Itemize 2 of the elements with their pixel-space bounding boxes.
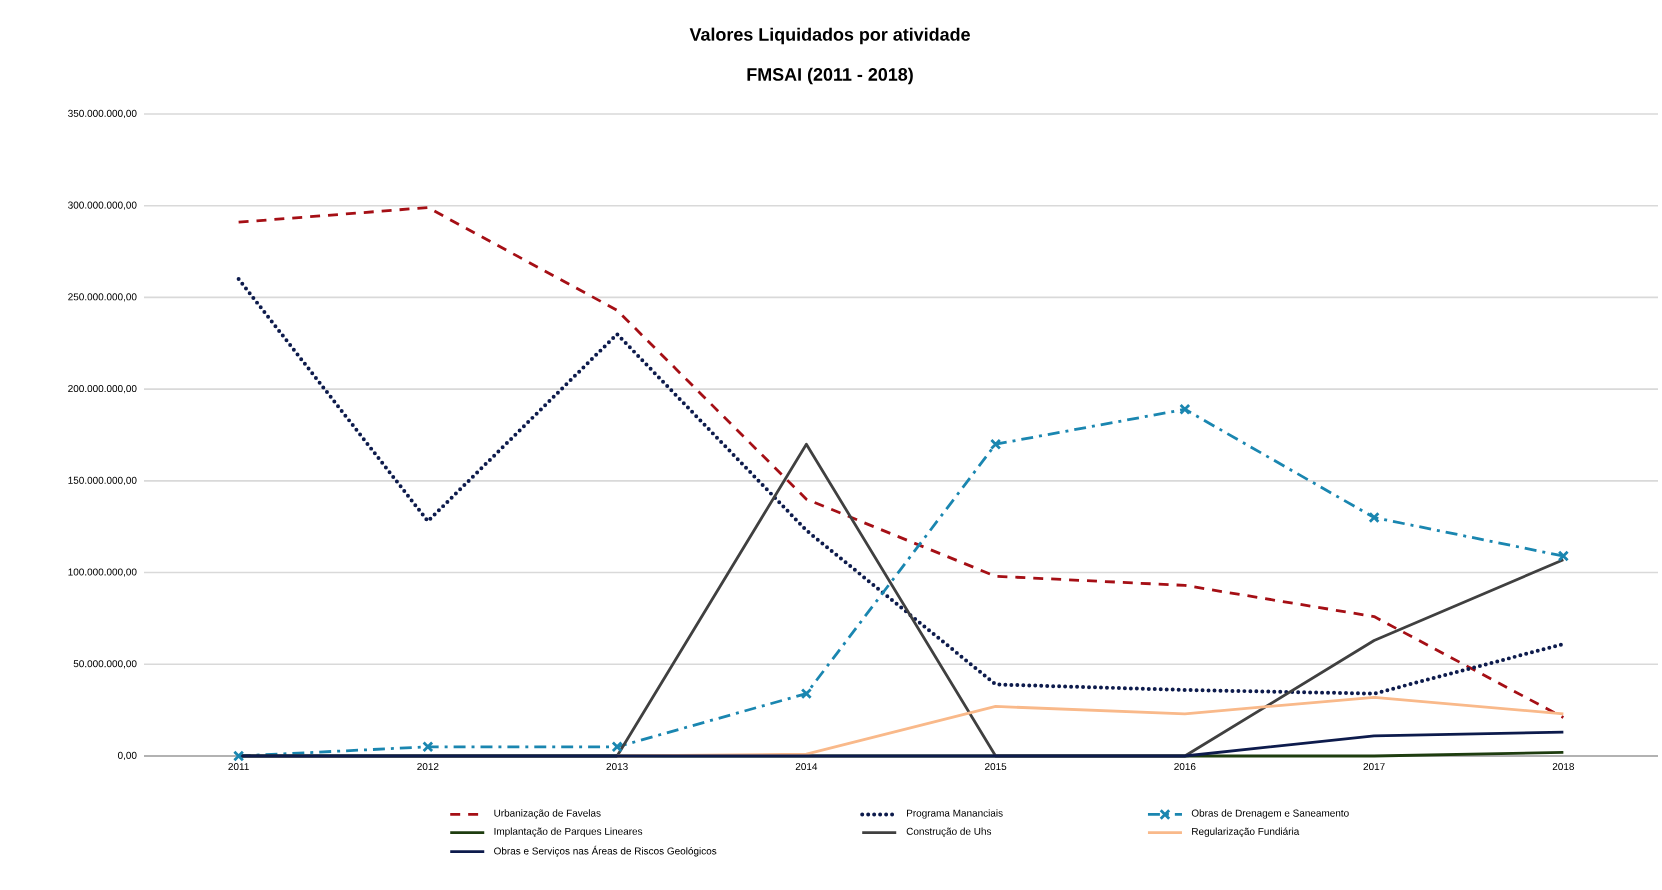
chart-subtitle: FMSAI (2011 - 2018) (747, 67, 913, 85)
chart-title: Valores Liquidados por atividade (689, 27, 970, 45)
